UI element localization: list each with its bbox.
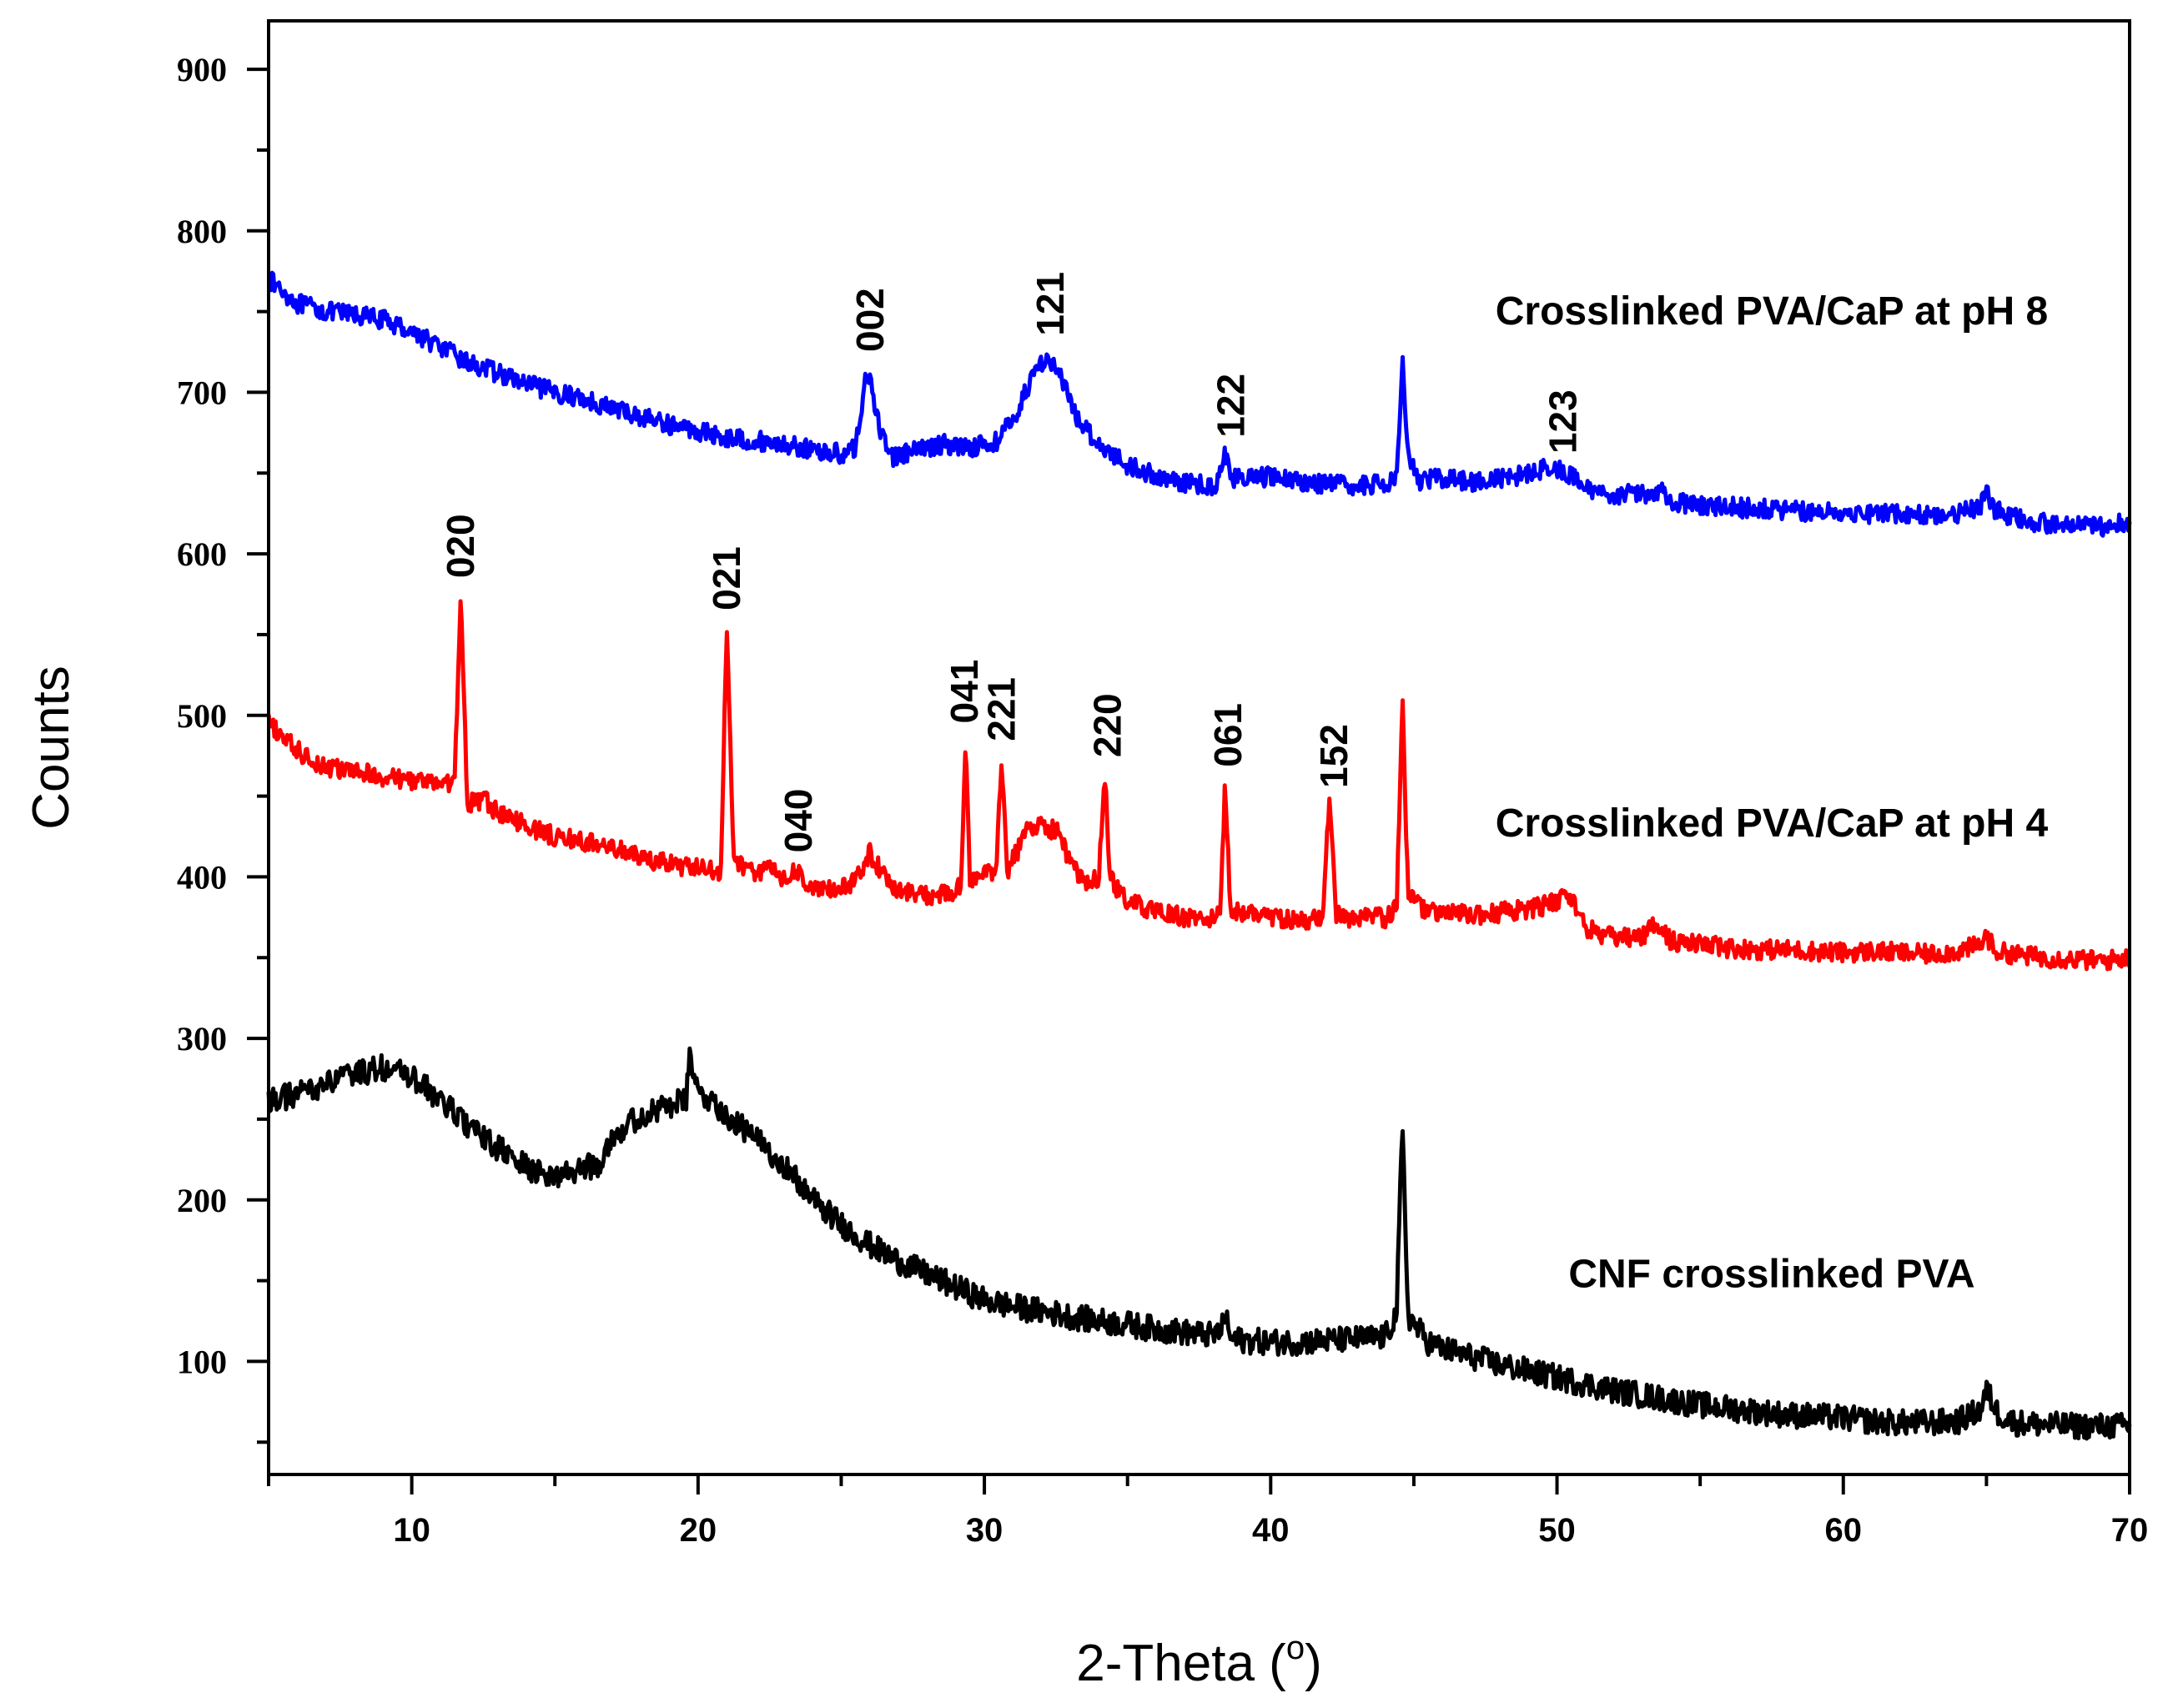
- y-tick-label: 200: [177, 1182, 227, 1219]
- peak-label-152: 152: [1312, 724, 1356, 788]
- peak-label-021: 021: [705, 546, 748, 610]
- x-tick-label: 50: [1538, 1512, 1576, 1549]
- y-axis-title: Counts: [23, 666, 80, 829]
- x-axis-title-degree: o: [1286, 1630, 1305, 1666]
- x-tick-label: 20: [680, 1512, 717, 1549]
- series-label-3: CNF crosslinked PVA: [1568, 1252, 1974, 1296]
- y-axis: 100 200 300 400 500 600 700 800 900: [177, 51, 269, 1444]
- peak-label-220: 220: [1086, 693, 1129, 757]
- peak-label-121: 121: [1029, 272, 1072, 336]
- peak-label-061: 061: [1206, 703, 1250, 767]
- peak-label-122: 122: [1209, 374, 1252, 438]
- series-label-2: Crosslinked PVA/CaP at pH 4: [1496, 801, 2049, 846]
- x-axis: 10 20 30 40 50 60 70: [267, 1474, 2149, 1549]
- peak-label-221: 221: [980, 677, 1024, 741]
- annotation-layer: Crosslinked PVA/CaP at pH 8 Crosslinked P…: [439, 272, 2049, 1296]
- peak-label-040: 040: [777, 789, 820, 853]
- series-line-3: [266, 1046, 2132, 1441]
- y-tick-label: 600: [177, 535, 227, 573]
- x-axis-title-close: ): [1305, 1635, 1322, 1692]
- x-tick-label: 40: [1252, 1512, 1290, 1549]
- y-tick-label: 400: [177, 858, 227, 896]
- peak-label-020: 020: [439, 514, 482, 578]
- peak-label-002: 002: [848, 288, 892, 352]
- y-tick-label: 900: [177, 51, 227, 88]
- y-tick-label: 700: [177, 374, 227, 411]
- y-tick-label: 500: [177, 697, 227, 735]
- series-line-2: [266, 599, 2132, 972]
- x-tick-label: 70: [2111, 1512, 2149, 1549]
- x-tick-label: 30: [966, 1512, 1003, 1549]
- peak-label-123: 123: [1541, 389, 1584, 454]
- y-tick-label: 300: [177, 1020, 227, 1057]
- series-label-1: Crosslinked PVA/CaP at pH 8: [1496, 289, 2048, 334]
- x-tick-label: 10: [393, 1512, 430, 1549]
- y-tick-label: 100: [177, 1343, 227, 1380]
- x-tick-label: 60: [1825, 1512, 1863, 1549]
- peak-label-041: 041: [943, 660, 986, 724]
- y-tick-label: 800: [177, 213, 227, 250]
- plot-frame: [267, 19, 2131, 1476]
- x-axis-title-main: 2-Theta (: [1076, 1635, 1286, 1692]
- series-layer: [266, 270, 2132, 1441]
- series-line-1: [266, 270, 2132, 538]
- x-axis-title: 2-Theta (o): [1076, 1630, 1321, 1692]
